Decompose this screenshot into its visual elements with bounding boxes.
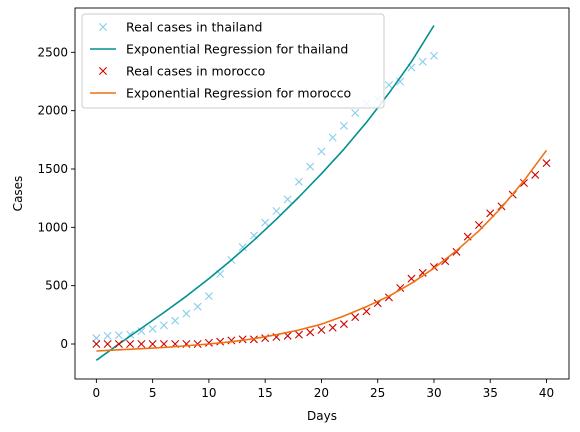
series-3-point [362, 307, 371, 316]
y-tick-label: 500 [45, 279, 68, 293]
series-3-point [294, 330, 303, 339]
y-tick-label: 1500 [37, 162, 68, 176]
series-3-point [92, 340, 101, 348]
series-3-point [542, 159, 551, 168]
x-tick-label: 20 [314, 386, 329, 400]
legend: Real cases in thailand Exponential Regres… [81, 13, 385, 109]
series-1-point [283, 195, 292, 204]
legend-entry-1: Real cases in thailand [99, 20, 262, 35]
legend-marker-swatch [99, 23, 107, 31]
series-1-point [317, 147, 326, 156]
series-1-point [148, 324, 157, 333]
x-tick-label: 5 [149, 386, 157, 400]
legend-label: Real cases in morocco [126, 64, 265, 79]
series-3-point [193, 340, 202, 348]
series-3-point [159, 340, 168, 348]
series-3-point [148, 340, 157, 348]
x-tick-label: 10 [201, 386, 216, 400]
y-tick-label: 2000 [37, 104, 68, 118]
legend-entry-4: Exponential Regression for morocco [90, 86, 351, 101]
series-1-point [351, 109, 360, 117]
series-3-point [238, 335, 247, 344]
series-1-point [396, 77, 405, 86]
series-3-point [520, 179, 528, 187]
legend-entry-3: Real cases in morocco [99, 64, 265, 79]
axes: 0 5 10 15 20 25 30 35 40 0 500 1000 1500 2000 2500 Days… [11, 7, 570, 423]
series-3-point [418, 268, 427, 277]
legend-marker-swatch [99, 67, 107, 75]
series-3-point [227, 336, 236, 345]
series-4-line [96, 149, 548, 352]
y-tick-label: 1000 [37, 220, 68, 234]
series-3-point [531, 170, 540, 179]
series-3-point [441, 257, 450, 266]
series-3-point [103, 340, 112, 348]
x-tick-label: 40 [539, 386, 554, 400]
series-3-point [204, 338, 213, 347]
series-1-point [384, 81, 393, 89]
legend-box [81, 13, 385, 109]
x-tick-label: 25 [370, 386, 385, 400]
y-axis-label: Cases [11, 176, 25, 212]
series-3-point [126, 340, 135, 348]
series-1-point [261, 218, 270, 227]
x-tick-label: 35 [483, 386, 498, 400]
series-1-point [171, 316, 180, 325]
series-3-point [317, 326, 326, 334]
series-1-point [328, 133, 337, 142]
x-tick-label: 30 [426, 386, 441, 400]
x-tick-label: 0 [93, 386, 101, 400]
legend-label: Real cases in thailand [126, 20, 262, 35]
series-1-point [306, 162, 315, 171]
series-1 [92, 51, 438, 343]
series-1-point [294, 177, 303, 186]
series-3-point [351, 313, 360, 322]
legend-entry-2: Exponential Regression for thailand [90, 42, 348, 57]
series-1-point [339, 121, 348, 130]
series-3-point [216, 337, 225, 346]
x-tick-label: 15 [258, 386, 273, 400]
axes-frame [74, 7, 570, 380]
y-tick-label: 0 [60, 337, 68, 351]
series-1-point [92, 334, 101, 343]
series-1-point [114, 331, 123, 340]
series-3-point [328, 323, 337, 332]
series-3-point [137, 340, 146, 348]
series-1-point [159, 321, 168, 330]
series-1-point [137, 327, 146, 336]
series-3 [92, 159, 551, 348]
series-1-point [103, 331, 112, 340]
series-1-point [429, 51, 438, 60]
x-axis-label: Days [307, 409, 337, 423]
series-3-point [114, 340, 123, 348]
series-4 [96, 149, 548, 352]
legend-label: Exponential Regression for thailand [126, 42, 348, 57]
series-1-point [193, 302, 202, 311]
series-3-point [339, 320, 348, 329]
plot-area [92, 25, 551, 361]
series-3-point [306, 328, 315, 337]
series-1-point [182, 309, 191, 318]
series-1-point [238, 243, 247, 252]
series-1-point [204, 292, 213, 301]
y-tick-label: 2500 [37, 45, 68, 59]
series-1-point [272, 207, 281, 215]
legend-label: Exponential Regression for morocco [126, 86, 351, 101]
series-1-point [418, 57, 427, 66]
